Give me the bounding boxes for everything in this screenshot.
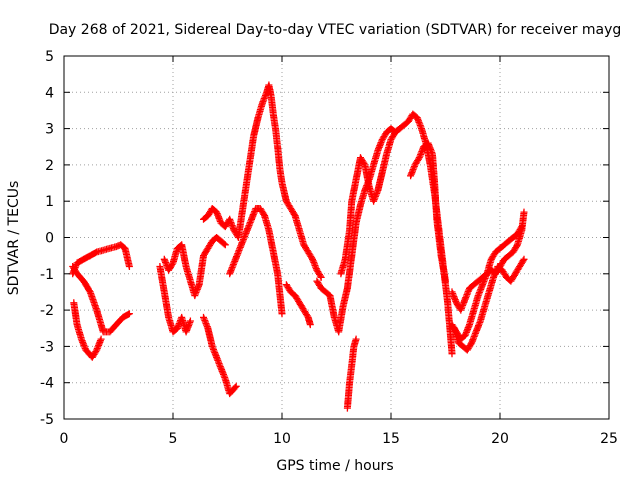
series-track-d bbox=[156, 263, 194, 336]
series-track-b bbox=[69, 263, 133, 336]
series-track-f bbox=[200, 313, 240, 398]
y-tick-label: 3 bbox=[45, 122, 54, 138]
grid bbox=[64, 56, 609, 419]
x-tick-label: 20 bbox=[491, 431, 509, 447]
series-track-c bbox=[70, 299, 105, 361]
series-track-j bbox=[313, 125, 404, 336]
y-tick-label: 4 bbox=[45, 85, 54, 101]
x-axis-label: GPS time / hours bbox=[276, 458, 393, 474]
y-tick-label: 5 bbox=[45, 49, 54, 65]
y-tick-label: -3 bbox=[40, 339, 54, 355]
x-tick-label: 15 bbox=[382, 431, 400, 447]
series-track-h bbox=[226, 205, 286, 318]
series-track-a bbox=[69, 241, 133, 278]
x-tick-label: 25 bbox=[600, 431, 618, 447]
axis-ticks: 0 5 10 15 20 25 -5 -4 -3 -2 -1 0 1 2 3 4 5 bbox=[40, 49, 618, 447]
chart-title: Day 268 of 2021, Sidereal Day-to-day VTE… bbox=[49, 22, 622, 38]
y-tick-label: 0 bbox=[45, 231, 54, 247]
y-tick-label: -1 bbox=[40, 267, 54, 283]
y-tick-label: -2 bbox=[40, 303, 54, 319]
y-tick-label: -5 bbox=[40, 412, 54, 428]
series-track-m bbox=[343, 335, 360, 412]
x-tick-label: 0 bbox=[60, 431, 69, 447]
x-tick-label: 5 bbox=[169, 431, 178, 447]
series-track-g bbox=[200, 81, 325, 281]
series-track-i bbox=[282, 281, 314, 329]
series-track-p bbox=[450, 255, 528, 354]
y-tick-label: 2 bbox=[45, 158, 54, 174]
y-tick-label: -4 bbox=[40, 376, 54, 392]
series-track-e bbox=[160, 234, 229, 300]
series-track-o bbox=[448, 223, 526, 343]
x-tick-label: 10 bbox=[273, 431, 291, 447]
y-tick-label: 1 bbox=[45, 194, 54, 210]
data-points bbox=[69, 81, 528, 412]
series-track-l bbox=[407, 139, 449, 285]
y-axis-label: SDTVAR / TECUs bbox=[6, 181, 22, 296]
